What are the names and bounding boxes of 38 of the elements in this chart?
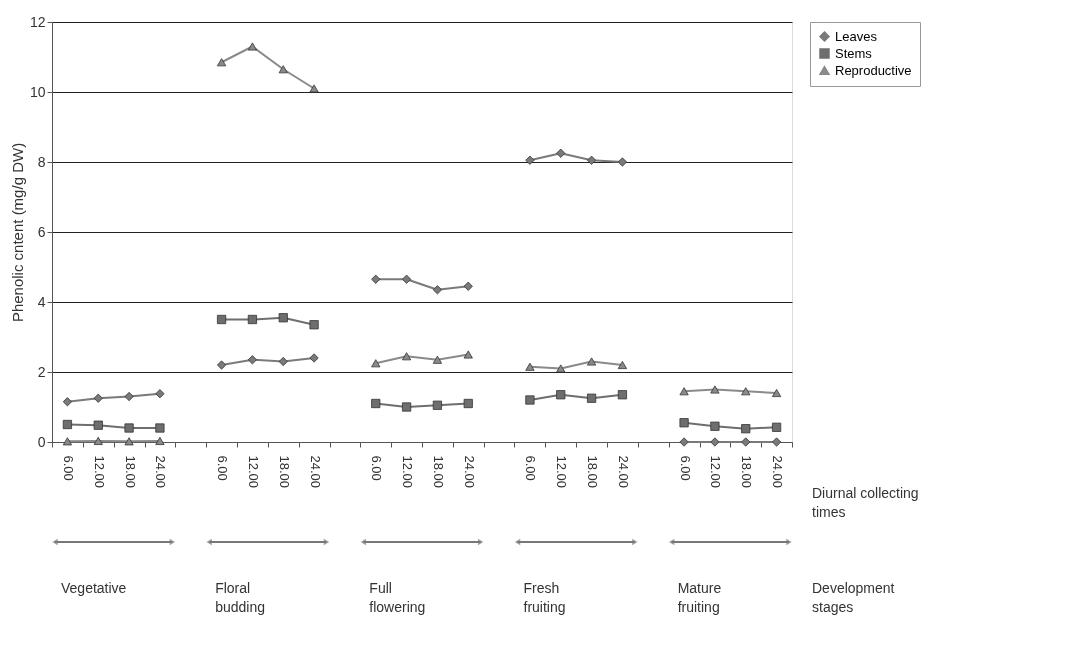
x-tick-label: 12.00 [400,455,416,489]
x-tick-label: 12.00 [708,455,724,489]
text: Vegetative [61,580,127,596]
x-tick-label: 18.00 [585,455,601,489]
y-tick-label: 4 [37,293,46,310]
text: Diurnal collecting times [812,485,919,520]
text: Fresh fruiting [523,580,566,615]
x-tick-label: 6.00 [677,455,693,481]
x-tick-label: 18.00 [430,455,446,489]
text: Floral budding [215,580,265,615]
x-tick-label: 24.00 [615,455,631,489]
x-tick-label: 6.00 [60,455,76,481]
y-tick-label: 10 [29,83,46,100]
x-tick-label: 24.00 [307,455,323,489]
y-tick-label: 6 [37,223,46,240]
text: Full flowering [369,580,426,615]
y-axis-title: Phenolic cntent (mg/g DW) [8,142,26,323]
y-tick-label: 0 [37,433,46,450]
x-tick-label: 6.00 [215,455,231,481]
text: Development stages [812,580,895,615]
x-tick-label: 6.00 [369,455,385,481]
x-tick-label: 24.00 [770,455,786,489]
y-tick-label: 2 [37,363,46,380]
x-tick-label: 12.00 [91,455,107,489]
x-tick-label: 18.00 [122,455,138,489]
x-tick-label: 12.00 [245,455,261,489]
x-tick-label: 24.00 [461,455,477,489]
x-tick-label: 12.00 [554,455,570,489]
legend-label: Reproductive [835,62,912,78]
legend-label: Leaves [835,28,878,44]
legend-label: Stems [835,45,873,61]
text: Mature fruiting [677,580,722,615]
y-tick-label: 8 [37,153,46,170]
x-tick-label: 18.00 [276,455,292,489]
x-tick-label: 18.00 [739,455,755,489]
y-tick-label: 12 [29,13,46,30]
x-tick-label: 24.00 [153,455,169,489]
x-tick-label: 6.00 [523,455,539,481]
